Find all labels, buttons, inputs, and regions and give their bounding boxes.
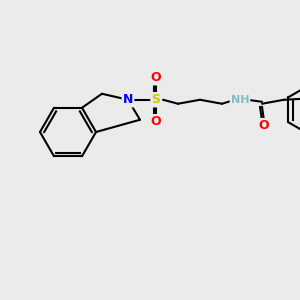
- Text: N: N: [123, 93, 133, 106]
- Text: O: O: [151, 115, 161, 128]
- Text: O: O: [259, 119, 269, 132]
- Text: O: O: [151, 71, 161, 84]
- Text: S: S: [152, 93, 160, 106]
- Text: NH: NH: [231, 95, 249, 105]
